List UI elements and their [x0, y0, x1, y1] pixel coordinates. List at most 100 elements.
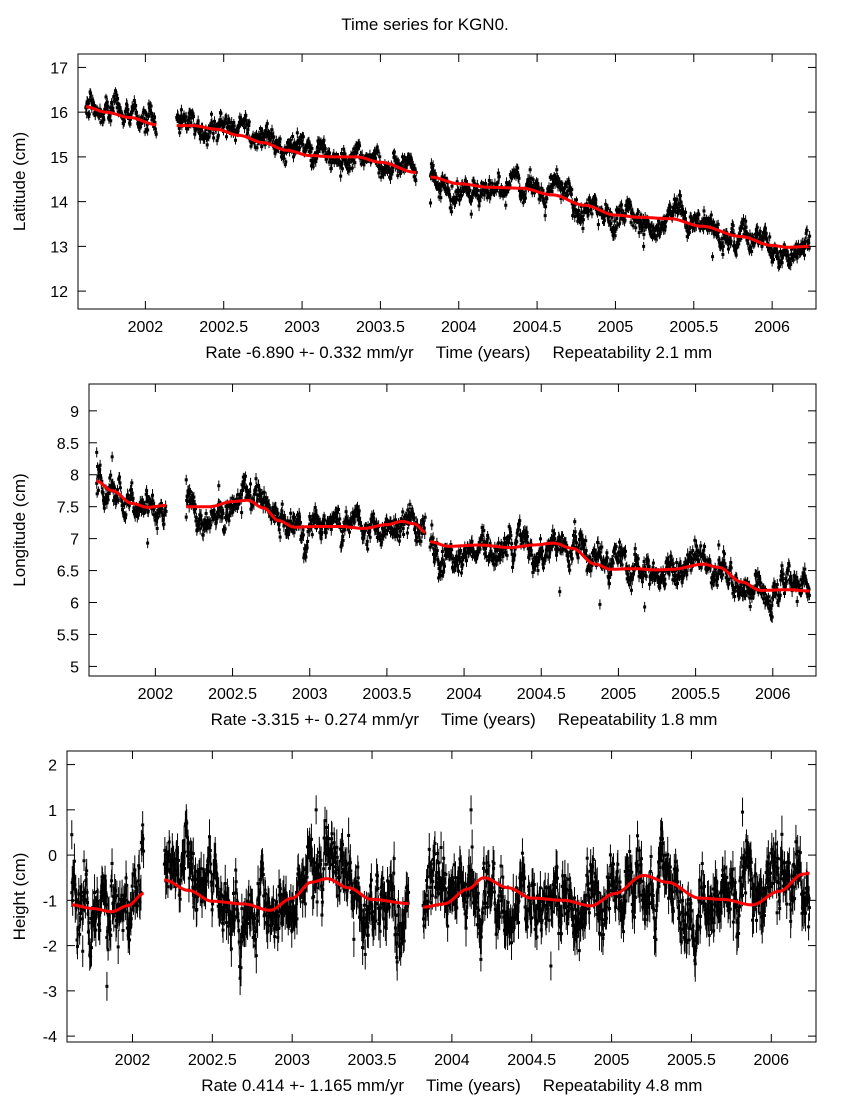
- data-point: [483, 189, 487, 193]
- data-point: [239, 496, 243, 500]
- data-point: [247, 120, 251, 124]
- data-point: [124, 108, 128, 112]
- data-point: [742, 233, 746, 237]
- data-point: [453, 200, 457, 204]
- data-point: [432, 547, 436, 551]
- data-point: [687, 231, 691, 235]
- data-point: [408, 514, 412, 518]
- x-tick-label: 2003: [284, 319, 320, 336]
- data-point: [789, 263, 793, 267]
- data-point: [413, 526, 417, 530]
- data-point: [291, 134, 295, 138]
- data-point: [243, 474, 247, 478]
- data-point: [430, 542, 434, 546]
- data-point: [398, 534, 402, 538]
- x-axis-label: Time (years): [436, 343, 531, 362]
- data-point: [382, 534, 386, 538]
- data-point: [456, 556, 460, 560]
- data-point: [778, 264, 782, 268]
- data-point: [401, 160, 405, 164]
- data-point: [656, 227, 660, 231]
- data-point: [204, 127, 208, 131]
- data-point: [440, 574, 444, 578]
- data-point: [658, 231, 662, 235]
- data-point: [631, 224, 635, 228]
- data-point: [676, 203, 680, 207]
- data-point: [335, 510, 339, 514]
- data-point: [282, 156, 286, 160]
- data-point: [284, 160, 288, 164]
- data-point: [380, 526, 384, 530]
- data-point: [438, 566, 442, 570]
- data-point: [142, 511, 146, 515]
- data-point: [581, 218, 585, 222]
- data-point: [555, 168, 559, 172]
- data-point: [97, 473, 101, 477]
- data-point: [205, 143, 209, 147]
- data-point: [470, 196, 474, 200]
- data-point: [430, 165, 434, 169]
- data-point: [391, 169, 395, 173]
- data-point: [135, 506, 139, 510]
- data-point: [554, 181, 558, 185]
- data-point: [666, 214, 670, 218]
- data-point: [310, 146, 314, 150]
- figure-title: Time series for KGN0.: [341, 15, 509, 34]
- data-point: [560, 181, 564, 185]
- data-point: [477, 541, 481, 545]
- data-point: [398, 172, 402, 176]
- data-point: [459, 189, 463, 193]
- data-point: [179, 114, 183, 118]
- data-point: [311, 161, 315, 165]
- data-point: [111, 482, 115, 486]
- data-points: [95, 447, 811, 623]
- data-point: [291, 155, 295, 159]
- data-point: [571, 214, 575, 218]
- data-point: [392, 519, 396, 523]
- data-point: [624, 208, 628, 212]
- data-point: [720, 237, 724, 241]
- data-point: [348, 160, 352, 164]
- data-point: [286, 519, 290, 523]
- data-point: [344, 510, 348, 514]
- data-point: [152, 513, 156, 517]
- data-point: [711, 220, 715, 224]
- data-point: [653, 235, 657, 239]
- data-point: [368, 153, 372, 157]
- data-point: [188, 490, 192, 494]
- data-point: [723, 235, 727, 239]
- data-point: [356, 518, 360, 522]
- data-point: [198, 527, 202, 531]
- data-point: [311, 165, 315, 169]
- data-point: [674, 200, 678, 204]
- data-point: [436, 559, 440, 563]
- data-point: [748, 233, 752, 237]
- data-point: [192, 495, 196, 499]
- data-point: [327, 160, 331, 164]
- data-point: [98, 107, 102, 111]
- data-point: [341, 538, 345, 542]
- data-point: [472, 179, 476, 183]
- data-point: [556, 175, 560, 179]
- data-point: [406, 508, 410, 512]
- data-point: [145, 489, 149, 493]
- data-point: [744, 234, 748, 238]
- data-point: [152, 124, 156, 128]
- data-point: [259, 136, 263, 140]
- data-point: [96, 488, 100, 492]
- data-point: [394, 530, 398, 534]
- data-point: [663, 225, 667, 229]
- data-point: [716, 222, 720, 226]
- data-point: [150, 111, 154, 115]
- data-point: [405, 162, 409, 166]
- data-point: [235, 497, 239, 501]
- data-point: [745, 238, 749, 242]
- data-point: [755, 235, 759, 239]
- data-point: [448, 551, 452, 555]
- data-point: [184, 515, 188, 519]
- data-point: [479, 190, 483, 194]
- data-point: [487, 193, 491, 197]
- data-point: [154, 132, 158, 136]
- data-point: [459, 549, 463, 553]
- data-point: [629, 220, 633, 224]
